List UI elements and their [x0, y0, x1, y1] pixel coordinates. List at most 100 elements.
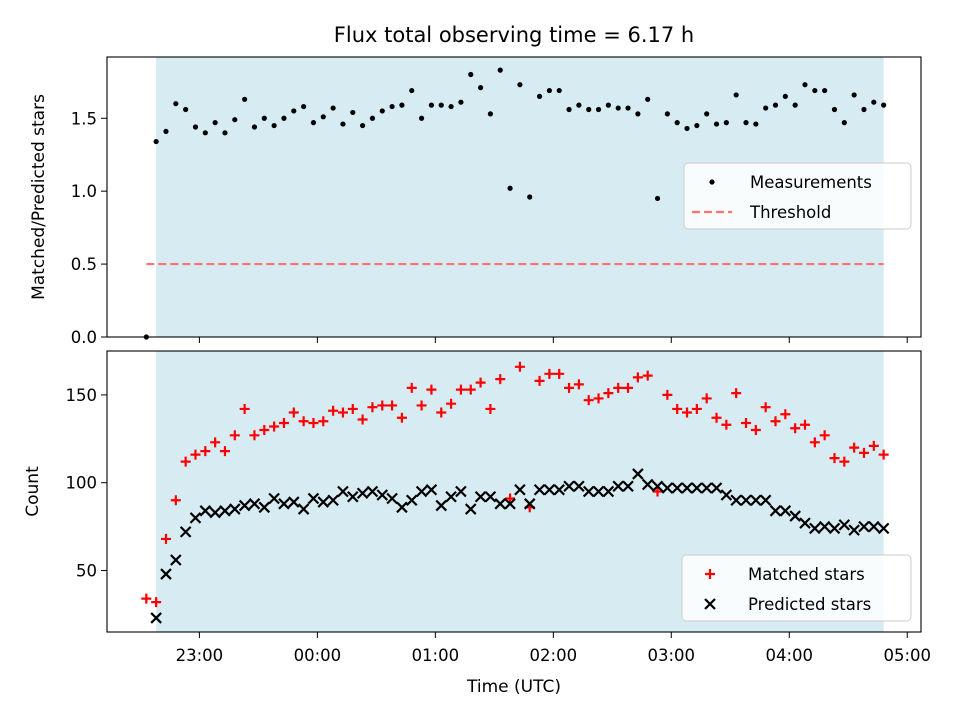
predicted-star-point	[818, 520, 831, 533]
predicted-stars-series	[150, 468, 890, 624]
measurement-point	[635, 111, 641, 117]
predicted-star-point	[258, 501, 271, 514]
matched-star-point	[514, 361, 525, 372]
predicted-star-point	[376, 489, 389, 501]
matched-star-point	[495, 374, 506, 385]
x-axis-label: Time (UTC)	[466, 677, 561, 697]
measurement-point	[586, 106, 592, 113]
measurement-point	[576, 102, 582, 108]
measurement-point	[163, 128, 169, 134]
matched-star-point	[269, 421, 280, 432]
predicted-star-point	[563, 480, 575, 493]
legend-box	[681, 554, 912, 622]
matched-star-point	[613, 382, 624, 393]
predicted-star-point	[268, 492, 280, 505]
measurement-point	[527, 194, 533, 200]
matched-star-point	[849, 442, 860, 453]
legend-label: Threshold	[749, 203, 831, 222]
measurement-point	[851, 92, 857, 98]
matched-star-point	[485, 403, 496, 414]
predicted-star-point	[838, 519, 851, 531]
matched-star-point	[249, 430, 260, 441]
measurement-point	[517, 82, 523, 88]
matched-star-point	[357, 414, 368, 425]
matched-star-point	[750, 425, 761, 436]
matched-star-point	[387, 400, 398, 411]
y-tick-label: 1.0	[71, 182, 97, 201]
predicted-star-point	[573, 480, 585, 493]
matched-star-point	[554, 368, 565, 379]
measurement-point	[713, 121, 720, 127]
predicted-star-point	[464, 503, 477, 515]
matched-star-point	[160, 533, 171, 544]
matched-star-point	[632, 372, 643, 383]
measurement-point	[861, 106, 867, 113]
measurement-point	[438, 102, 444, 108]
predicted-star-point	[346, 490, 359, 503]
matched-star-point	[210, 437, 221, 448]
predicted-star-point	[543, 483, 556, 496]
measurement-point	[507, 185, 513, 191]
count-axes-frame	[106, 350, 922, 633]
count-y-axis-label: Count	[23, 466, 43, 517]
predicted-star-point	[150, 612, 162, 624]
matched-star-point	[868, 440, 879, 451]
predicted-star-point	[759, 494, 772, 507]
predicted-star-point	[779, 505, 792, 517]
measurement-point	[595, 106, 602, 113]
measurement-point	[694, 122, 700, 129]
ratio-axes-frame	[106, 56, 922, 338]
time-x-ticks: 23:00 00:00 01:00 02:00 03:00 04:00 05:00	[176, 632, 931, 665]
measurement-point	[232, 117, 238, 123]
measurement-point	[448, 103, 454, 110]
matched-star-point	[190, 449, 201, 460]
matched-star-point	[760, 402, 771, 413]
predicted-star-point	[288, 496, 300, 508]
matched-star-point	[406, 382, 417, 393]
matched-star-point	[583, 395, 594, 406]
y-tick-label: 0.5	[71, 255, 97, 274]
predicted-star-point	[405, 494, 418, 507]
predicted-star-point	[750, 494, 762, 507]
measurement-point	[733, 92, 739, 98]
matched-star-point	[436, 407, 447, 418]
measurement-point	[605, 102, 611, 108]
matched-star-point	[662, 389, 673, 400]
predicted-star-point	[858, 520, 870, 533]
measurement-point	[831, 106, 838, 113]
predicted-star-point	[219, 505, 231, 517]
measurement-point	[251, 124, 258, 130]
predicted-star-point	[671, 482, 683, 494]
measurement-point	[881, 102, 887, 108]
x-tick-label: 02:00	[530, 646, 578, 665]
y-tick-label: 100	[66, 474, 98, 493]
predicted-star-point	[425, 483, 438, 496]
predicted-star-point	[396, 501, 408, 514]
predicted-star-point	[877, 522, 890, 535]
count-panel: 50 100 150 23:00 00:00 01:00 02:00 03:00 04:00 0…	[23, 350, 931, 697]
predicted-star-point	[179, 526, 192, 538]
measurement-point	[222, 130, 228, 136]
matched-star-point	[505, 493, 516, 504]
measurement-point	[291, 108, 297, 114]
x-tick-label: 04:00	[765, 646, 813, 665]
predicted-star-point	[278, 498, 290, 510]
measurement-point	[792, 102, 798, 108]
matched-star-point	[416, 400, 427, 411]
measurement-point	[418, 115, 425, 121]
matched-star-point	[308, 418, 319, 429]
count-legend: Matched stars Predicted stars	[681, 554, 912, 622]
matched-star-point	[288, 407, 299, 418]
matched-star-point	[731, 388, 742, 399]
legend-label: Matched stars	[748, 565, 865, 584]
measurement-point	[360, 122, 366, 129]
predicted-star-point	[170, 554, 182, 566]
predicted-star-point	[740, 494, 752, 507]
matched-star-point	[141, 593, 152, 604]
matched-star-point	[829, 453, 840, 464]
matched-star-point	[623, 382, 634, 393]
measurement-point	[684, 125, 690, 132]
predicted-star-point	[533, 483, 546, 496]
measurement-point	[212, 120, 218, 126]
